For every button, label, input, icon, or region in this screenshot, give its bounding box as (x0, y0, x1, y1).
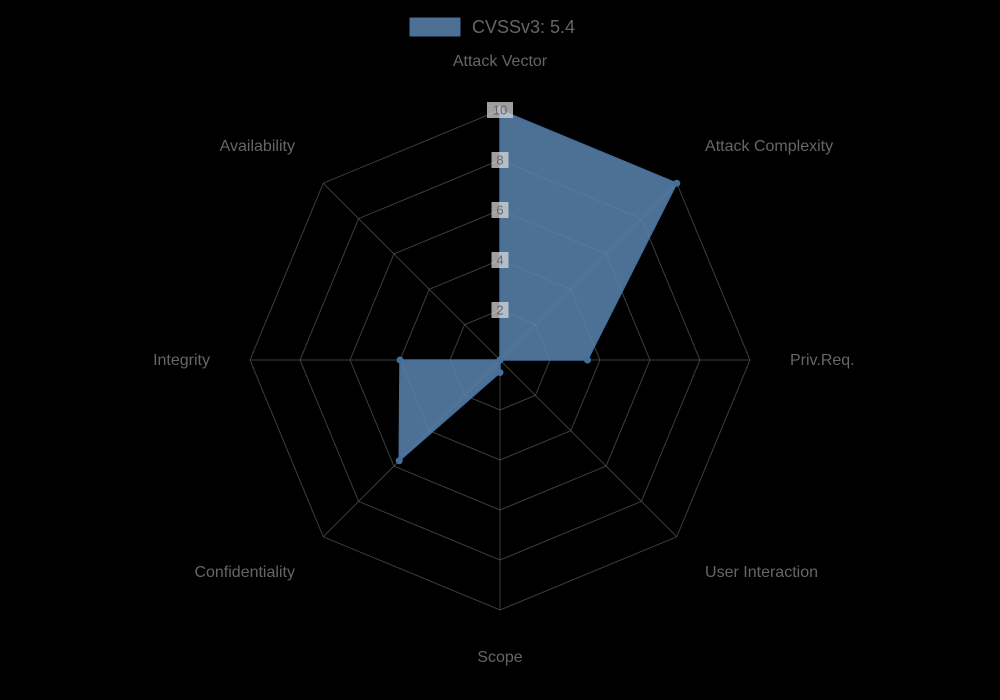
series-polygon (399, 110, 677, 461)
axis-label: Attack Vector (453, 53, 548, 70)
axis-label: Integrity (153, 352, 210, 369)
grid-spoke (323, 183, 500, 360)
tick-label: 8 (496, 152, 503, 167)
series-point (396, 457, 403, 464)
tick-label: 4 (496, 252, 503, 267)
axis-label: Attack Complexity (705, 138, 833, 155)
series-point (673, 180, 680, 187)
tick-label: 2 (496, 302, 503, 317)
series-point (397, 357, 404, 364)
axis-label: Priv.Req. (790, 352, 855, 369)
axis-label: Confidentiality (194, 564, 295, 581)
grid-spoke (500, 360, 677, 537)
legend-swatch (410, 18, 460, 36)
tick-label: 6 (496, 202, 503, 217)
axis-label: Availability (220, 138, 295, 155)
series-point (497, 369, 504, 376)
series-point (497, 357, 504, 364)
cvss-radar-chart: 2 4 6 8 10 Attack Vector Attack Complexity Priv… (0, 0, 1000, 700)
tick-label: 10 (493, 102, 507, 117)
series-point (584, 357, 591, 364)
axis-label: Scope (477, 649, 522, 666)
legend-label: CVSSv3: 5.4 (472, 17, 575, 37)
axis-label: User Interaction (705, 564, 818, 581)
